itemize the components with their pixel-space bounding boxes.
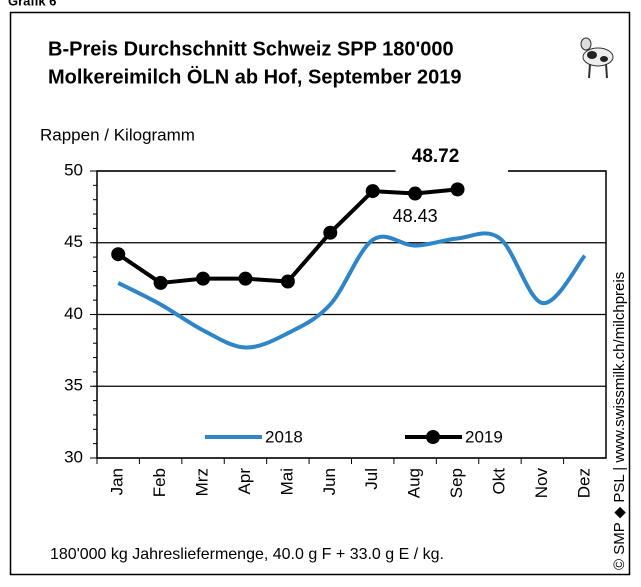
chart-title: B-Preis Durchschnitt Schweiz SPP 180'000 — [48, 38, 454, 60]
y-tick-label: 45 — [64, 232, 83, 251]
label-box — [395, 143, 476, 173]
marker — [153, 275, 168, 290]
marker — [365, 184, 380, 199]
marker — [408, 186, 423, 201]
marker — [280, 274, 295, 289]
marker — [196, 271, 211, 286]
line-series — [117, 231, 587, 350]
header: Grafik 6 — [8, 0, 56, 8]
x-tick-label: Dez — [574, 468, 593, 498]
x-tick-label: Okt — [489, 468, 508, 495]
y-axis-label: Rappen / Kilogramm — [40, 125, 195, 144]
footnote: 180'000 kg Jahresliefermenge, 40.0 g F +… — [50, 546, 444, 563]
x-tick-label: Jul — [362, 468, 381, 490]
frame — [9, 11, 631, 576]
y-tick-label: 30 — [64, 447, 83, 466]
marker — [323, 225, 338, 240]
x-tick-label: Sep — [447, 468, 466, 498]
source: © SMP ◆ PSL | www.swissmilk.ch/milchprei… — [611, 272, 628, 570]
legend-label: 2019 — [465, 427, 503, 446]
value-label: 48.43 — [393, 206, 438, 226]
x-tick-label: Nov — [532, 468, 551, 499]
marker — [450, 182, 465, 197]
x-tick-label: Aug — [405, 468, 424, 498]
marker — [238, 271, 253, 286]
x-tick-label: Mrz — [193, 468, 212, 496]
y-tick-label: 50 — [64, 160, 83, 179]
x-tick-label: Jun — [320, 468, 339, 495]
legend-marker — [426, 430, 440, 444]
cow-icon — [580, 37, 614, 79]
y-tick-label: 40 — [64, 304, 83, 323]
x-tick-label: Mai — [277, 468, 296, 495]
x-tick-label: Jan — [108, 468, 127, 495]
x-tick-label: Feb — [150, 468, 169, 497]
legend-label: 2018 — [265, 427, 303, 446]
chart-title: Molkereimilch ÖLN ab Hof, September 2019 — [48, 65, 461, 88]
y-tick-label: 35 — [64, 376, 83, 395]
marker — [111, 247, 126, 262]
x-tick-label: Apr — [235, 468, 254, 495]
value-label: 48.72 — [412, 146, 460, 167]
